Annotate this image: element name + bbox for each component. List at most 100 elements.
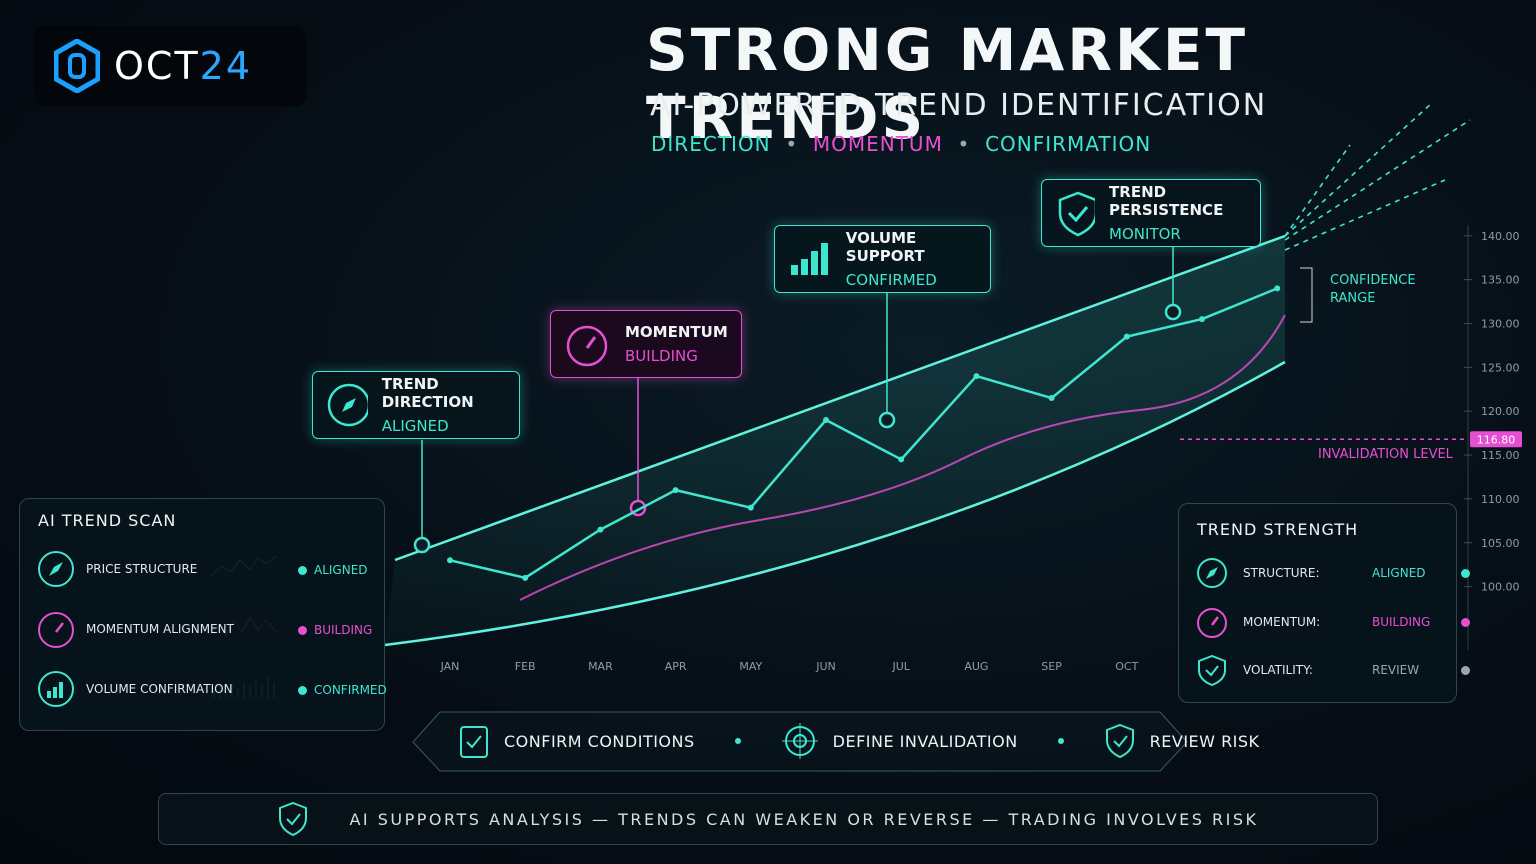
status-text: BUILDING <box>1372 615 1431 629</box>
row-label: MOMENTUM ALIGNMENT <box>86 622 234 636</box>
action: CONFIRM CONDITIONS <box>504 731 695 751</box>
callout: TREND PERSISTENCE MONITOR <box>1041 179 1261 247</box>
logo-number: 24 <box>199 44 253 88</box>
icon <box>38 551 74 587</box>
row-label: PRICE STRUCTURE <box>86 562 198 576</box>
tag: CONFIRMATION <box>985 132 1152 156</box>
price-point <box>1123 333 1130 340</box>
x-tick-label: FEB <box>515 660 536 673</box>
status-text: ALIGNED <box>314 563 368 577</box>
callout: TREND DIRECTION ALIGNED <box>312 371 520 439</box>
x-tick-label: AUG <box>964 660 988 673</box>
tags: DIRECTION • MOMENTUM • CONFIRMATION <box>651 132 1151 156</box>
price-point <box>522 574 529 581</box>
callout: VOLUME SUPPORT CONFIRMED <box>774 225 991 293</box>
y-tick-label: 120.00 <box>1481 405 1520 418</box>
row-label: VOLUME CONFIRMATION <box>86 682 233 696</box>
y-tick-label: 140.00 <box>1481 230 1520 243</box>
price-point <box>973 373 980 380</box>
status-text: CONFIRMED <box>314 683 387 697</box>
row-label: STRUCTURE: <box>1243 566 1320 580</box>
icon <box>781 723 818 759</box>
confidence-range-label: CONFIDENCE RANGE <box>1330 273 1416 306</box>
price-point <box>898 456 905 463</box>
y-tick-label: 135.00 <box>1481 274 1520 287</box>
callout-title: TREND DIRECTION <box>381 375 474 411</box>
callout-title: MOMENTUM <box>625 323 728 341</box>
title: STRONG MARKET TRENDS <box>646 16 1249 152</box>
status-text: ALIGNED <box>1372 566 1426 580</box>
action: REVIEW RISK <box>1149 731 1260 751</box>
tag: DIRECTION <box>651 132 771 156</box>
separator: • <box>950 132 978 156</box>
invalidation-label: INVALIDATION LEVEL <box>1318 447 1453 462</box>
panel-title: AI TREND SCAN <box>38 511 177 530</box>
x-tick-label: JUN <box>815 660 836 673</box>
y-tick-label: 125.00 <box>1481 361 1520 374</box>
logo-icon <box>54 39 100 93</box>
y-tick-label: 110.00 <box>1481 493 1520 506</box>
callout-status: BUILDING <box>625 347 698 365</box>
scan-row: MOMENTUM ALIGNMENT <box>36 609 234 649</box>
action: DEFINE INVALIDATION <box>832 731 1018 751</box>
scan-panel: AI TREND SCAN PRICE STRUCTURE ALIGNED MO… <box>19 498 387 731</box>
icon <box>460 726 488 758</box>
icon <box>566 325 608 367</box>
y-tick-label: 100.00 <box>1481 581 1520 594</box>
channel-lower <box>384 360 1286 647</box>
price-point <box>1199 316 1205 323</box>
price-point <box>1274 285 1281 292</box>
price-point <box>672 487 679 494</box>
subtitle: AI-POWERED TREND IDENTIFICATION <box>650 88 1268 123</box>
icon <box>791 243 828 275</box>
strength-panel: TREND STRENGTH STRUCTURE: ALIGNED MOMENT… <box>1178 503 1470 703</box>
callout-title: TREND PERSISTENCE <box>1109 183 1224 219</box>
x-tick-label: JAN <box>440 660 460 673</box>
icon <box>38 671 74 707</box>
callout-status: ALIGNED <box>381 417 449 435</box>
scan-row: PRICE STRUCTURE <box>36 549 197 589</box>
momentum-wave <box>519 314 1286 601</box>
y-tick-label: 130.00 <box>1481 317 1520 330</box>
icon <box>38 612 74 648</box>
disclaimer: AI SUPPORTS ANALYSIS — TRENDS CAN WEAKEN… <box>349 809 1259 829</box>
x-tick-label: SEP <box>1041 660 1062 673</box>
callout-status: MONITOR <box>1109 225 1181 243</box>
status-text: REVIEW <box>1372 663 1420 677</box>
strength-row: MOMENTUM: BUILDING <box>1195 605 1470 639</box>
separator: • <box>777 132 806 156</box>
icon <box>1197 608 1227 638</box>
status: CONFIRMED <box>298 683 387 697</box>
panel-title: TREND STRENGTH <box>1197 520 1359 539</box>
scan-row: VOLUME CONFIRMATION <box>36 669 233 709</box>
price-point <box>823 416 829 423</box>
separator <box>1057 738 1064 744</box>
logo: OCT24 <box>34 26 306 106</box>
y-tick-label: 105.00 <box>1481 537 1520 550</box>
icon <box>327 383 368 427</box>
price-point <box>447 557 453 564</box>
logo-text: OCT <box>114 44 200 88</box>
strength-row: STRUCTURE: ALIGNED <box>1195 556 1470 590</box>
confidence-channel <box>385 236 1285 645</box>
tag: MOMENTUM <box>812 132 943 156</box>
x-tick-label: APR <box>665 660 687 673</box>
projection-arrows <box>1284 102 1471 251</box>
strength-row: VOLATILITY: REVIEW <box>1195 653 1470 687</box>
status: BUILDING <box>298 623 372 637</box>
disclaimer-bar: AI SUPPORTS ANALYSIS — TRENDS CAN WEAKEN… <box>158 793 1378 845</box>
status: ALIGNED <box>298 563 368 577</box>
icon <box>1105 723 1134 759</box>
icon <box>1198 654 1226 687</box>
callout-stems <box>421 247 1174 545</box>
icon <box>1197 558 1227 588</box>
x-tick-label: JUL <box>891 660 910 673</box>
callout-title: VOLUME SUPPORT <box>845 229 925 265</box>
actions: CONFIRM CONDITIONS DEFINE INVALIDATION R… <box>458 722 1260 760</box>
price-point <box>597 526 604 533</box>
price-point <box>1048 395 1055 402</box>
price-line <box>449 287 1278 580</box>
